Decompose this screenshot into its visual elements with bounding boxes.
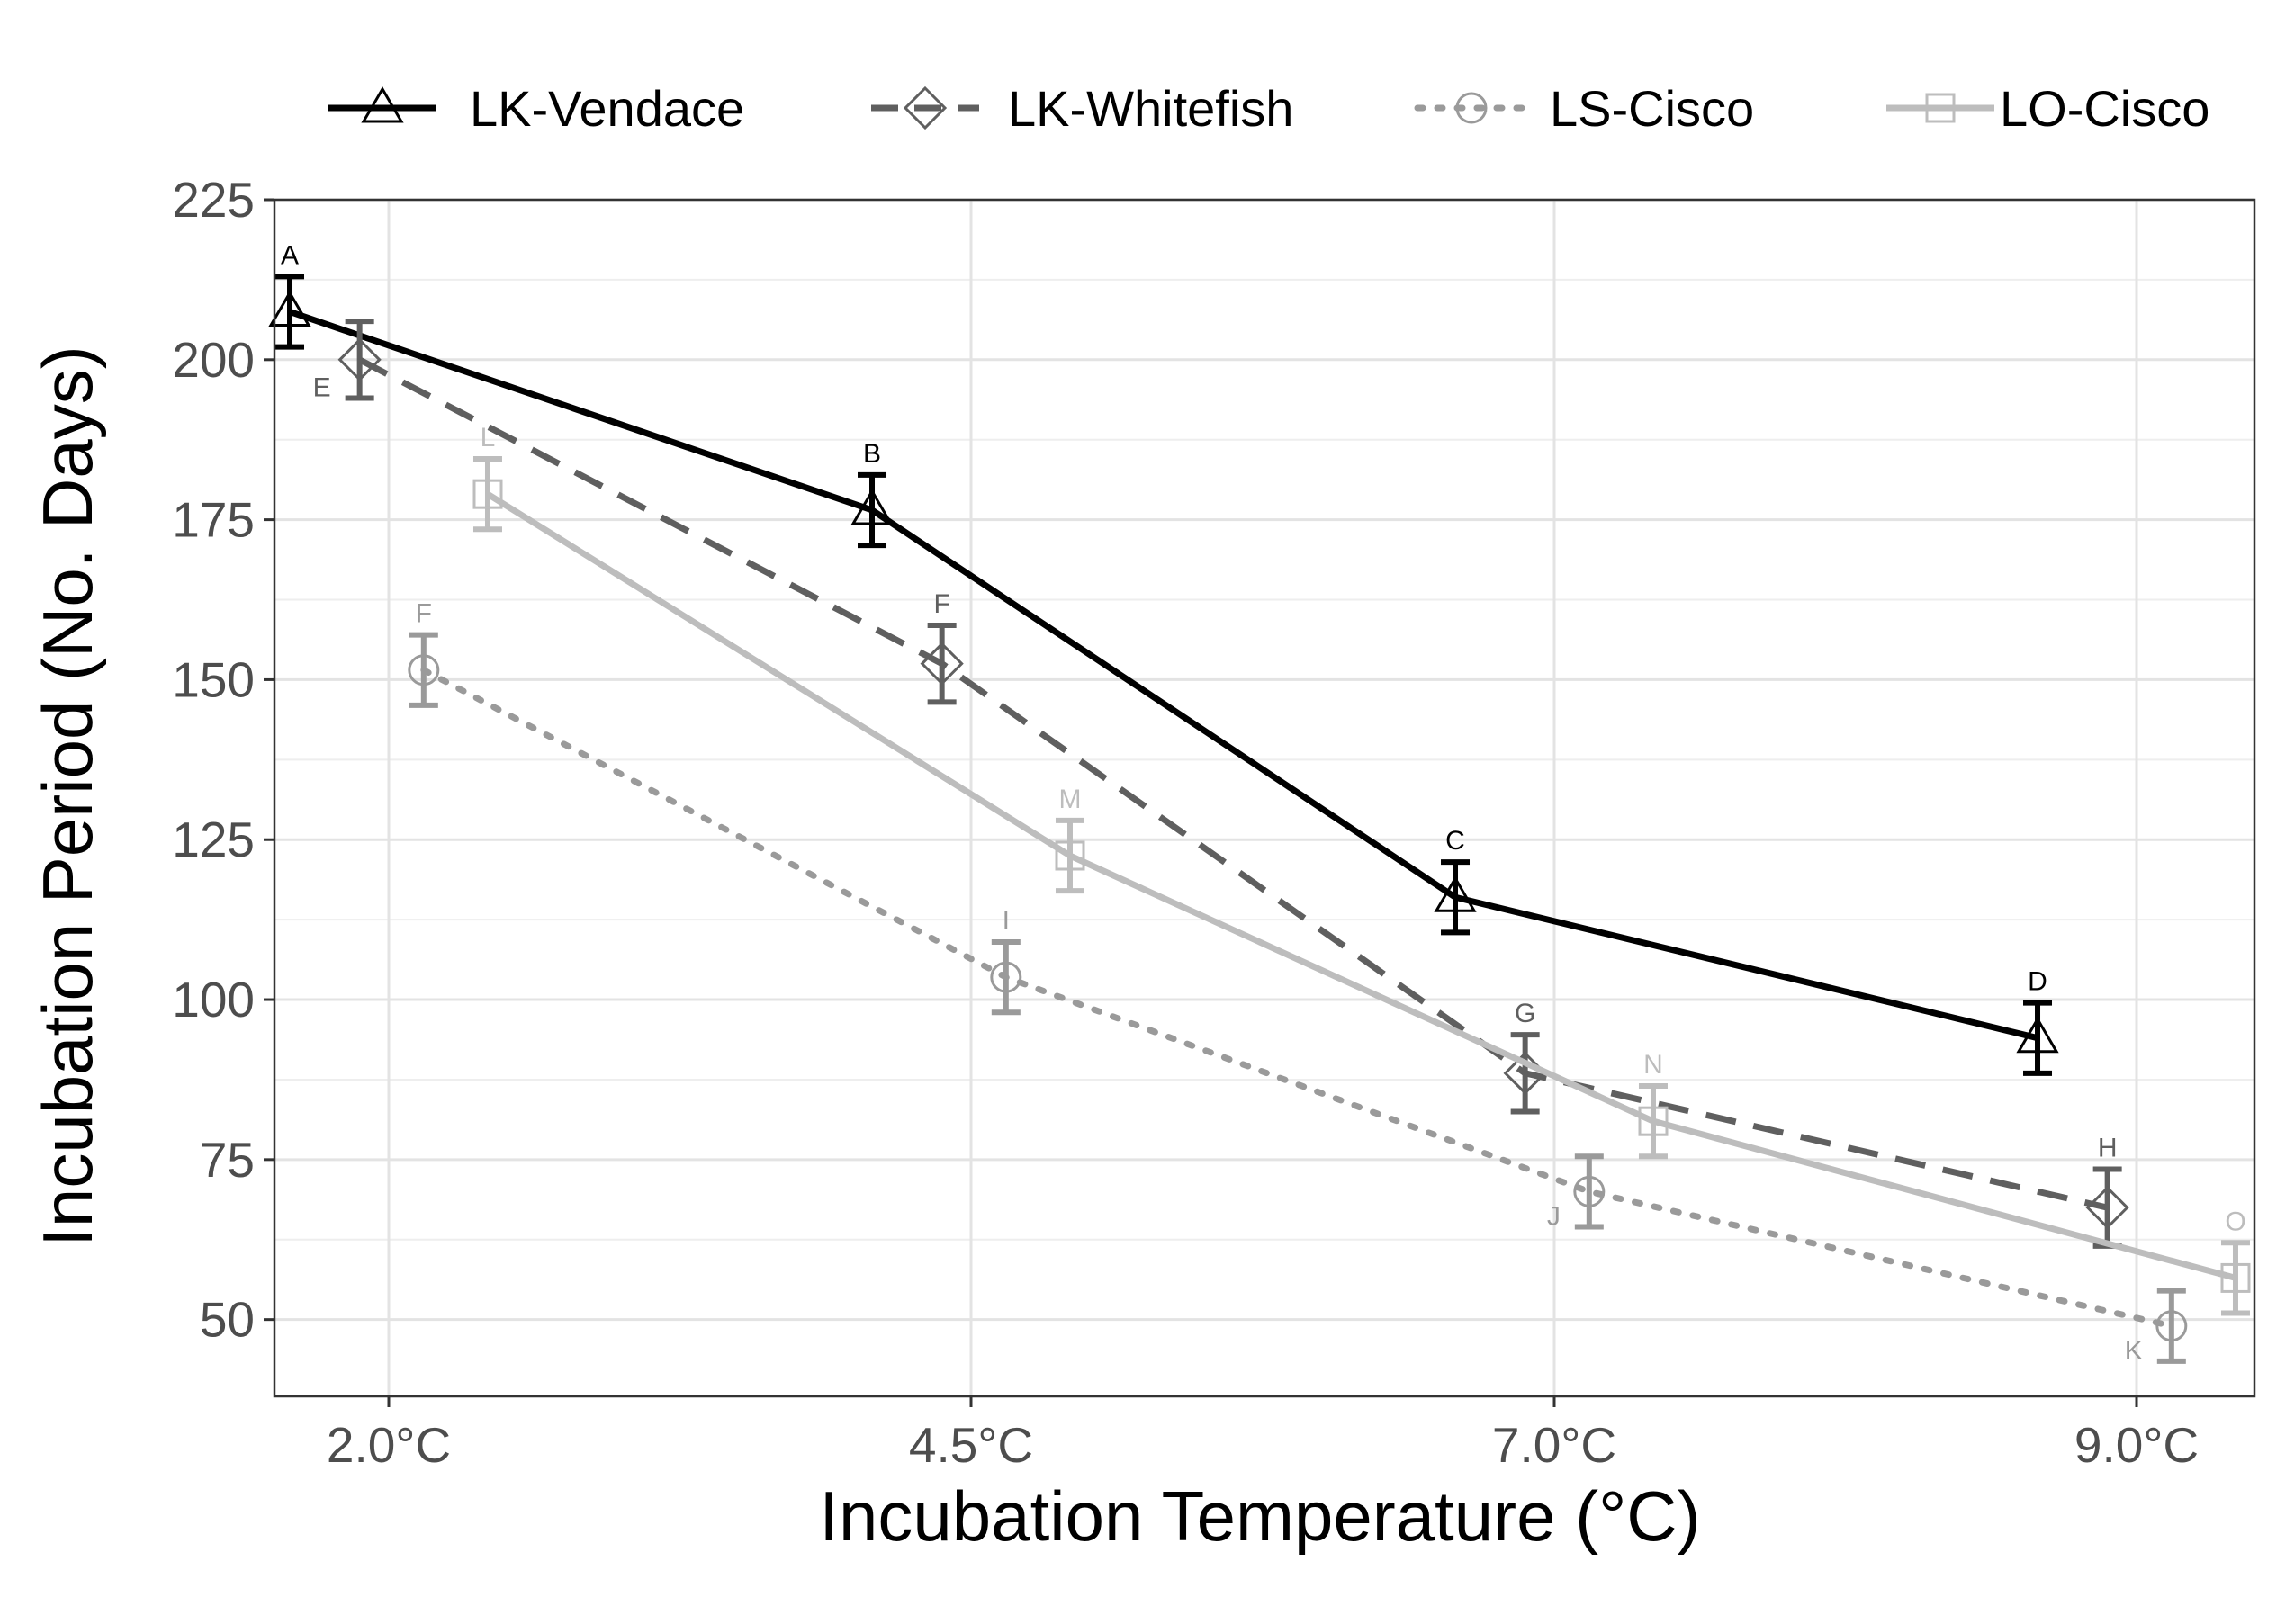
y-tick-label: 225 [172,172,255,228]
legend-label: LS-Cisco [1550,80,1754,137]
legend-label: LO-Cisco [2000,80,2210,137]
series-line [486,491,2236,1281]
data-point [268,290,311,327]
series-lk-vendace: A B C D [268,240,2059,1076]
data-label: F [416,599,432,629]
legend-key-marker [361,86,404,123]
y-tick-label: 75 [200,1132,255,1188]
data-point [2156,1310,2188,1342]
data-label: I [1003,906,1010,936]
data-point [850,488,894,525]
data-point [338,337,382,381]
data-point [920,642,964,686]
y-tick-label: 50 [200,1292,255,1348]
data-label: K [2125,1336,2143,1366]
data-point [2016,1016,2059,1054]
legend-key-marker [1455,92,1488,124]
data-point [1638,1106,1669,1136]
series-lo-cisco: L M N O [472,423,2251,1316]
data-label: F [933,589,950,619]
series-lk-whitefish: E F G H [313,319,2129,1249]
axes: 50 75 100 125 150 175 200 225 2.0°C 4.5°C 7.0°C 9.0… [172,172,2256,1473]
series-line [358,356,2109,1211]
legend-item: LS-Cisco [1414,80,1754,137]
x-tick-label: 9.0°C [2074,1417,2199,1473]
legend-key-marker [1925,93,1956,123]
x-tick-label: 2.0°C [327,1417,451,1473]
legend-label: LK-Whitefish [1008,80,1293,137]
series-line [288,309,2038,1042]
legend-item: LO-Cisco [1886,80,2210,137]
legend-key-marker [903,85,948,130]
legend-item: LK-Vendace [328,80,744,137]
data-label: E [313,372,331,402]
data-label: A [281,240,299,270]
data-label: O [2225,1207,2246,1236]
y-tick-label: 200 [172,332,255,388]
data-label: L [481,423,496,453]
series-ls-cisco: F I J K [408,599,2188,1366]
data-label: J [1547,1202,1561,1232]
data-point [472,479,503,509]
data-point [2085,1186,2129,1230]
y-tick-label: 100 [172,972,255,1027]
series-layer: A B C D E F G H F I J K L M N O [268,240,2251,1366]
y-tick-label: 125 [172,812,255,867]
data-label: N [1643,1050,1663,1080]
data-point [990,961,1022,993]
y-axis-title: Incubation Period (No. Days) [28,345,107,1246]
grid [274,198,2254,1396]
y-tick-label: 150 [172,651,255,707]
legend-label: LK-Vendace [470,80,744,137]
data-point [1055,840,1085,871]
legend-item: LK-Whitefish [871,80,1293,137]
data-label: B [863,439,881,469]
data-point [1573,1175,1606,1207]
x-axis-title: Incubation Temperature (°C) [819,1476,1700,1556]
x-tick-label: 4.5°C [909,1417,1033,1473]
y-tick-label: 175 [172,492,255,548]
data-point [2220,1262,2251,1293]
data-point [408,654,440,686]
plot-border [273,198,2256,1398]
data-label: G [1515,999,1535,1028]
data-label: C [1445,826,1465,856]
data-point [1434,875,1477,912]
data-label: H [2098,1134,2118,1163]
x-tick-label: 7.0°C [1492,1417,1616,1473]
data-label: D [2028,967,2048,997]
legend: LK-Vendace LK-Whitefish LS-Cisco LO-Cisco [328,80,2210,137]
data-label: M [1058,785,1081,814]
series-line [420,667,2175,1330]
